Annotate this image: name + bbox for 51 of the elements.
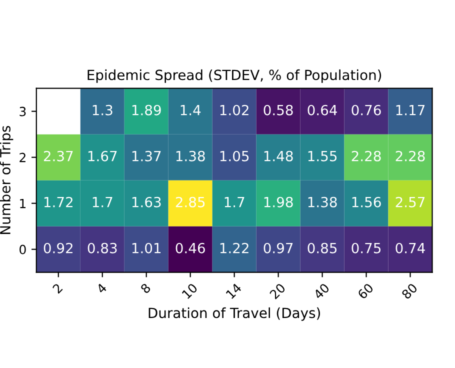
data-label: 0.75 xyxy=(352,242,381,254)
data-label: 1.7 xyxy=(224,197,244,208)
x-tick-label: 60 xyxy=(357,282,374,300)
data-label: 1.67 xyxy=(88,150,117,162)
x-tick-label: 2 xyxy=(52,283,63,294)
y-tick-label: 1 xyxy=(20,198,26,208)
y-axis-title: Number of Trips xyxy=(0,126,14,234)
data-label: 0.76 xyxy=(352,104,381,116)
data-label: 0.83 xyxy=(88,242,117,254)
data-label: 1.55 xyxy=(308,151,337,162)
data-label: 1.3 xyxy=(92,104,112,116)
data-label: 2.85 xyxy=(176,196,205,208)
data-label: 0.85 xyxy=(308,242,337,254)
data-label: 1.72 xyxy=(44,196,72,208)
data-label: 1.98 xyxy=(264,196,293,208)
data-label: 1.56 xyxy=(352,196,381,208)
data-label: 1.7 xyxy=(92,197,112,208)
x-tick-label: 20 xyxy=(269,282,286,300)
x-tick-label: 8 xyxy=(140,282,152,294)
data-label: 0.46 xyxy=(176,242,205,254)
data-label: 1.89 xyxy=(132,104,161,116)
data-label: 0.64 xyxy=(308,104,337,116)
data-label: 0.58 xyxy=(264,104,293,116)
x-tick-label: 40 xyxy=(312,282,330,300)
data-label: 1.38 xyxy=(308,196,337,208)
data-label: 2.28 xyxy=(352,150,381,162)
data-label: 0.92 xyxy=(44,242,72,254)
x-axis-title: Duration of Travel (Days) xyxy=(148,307,320,321)
x-tick-label: 10 xyxy=(182,282,198,300)
data-label: 0.97 xyxy=(264,242,293,254)
y-tick-label: 0 xyxy=(20,244,26,254)
data-label: 2.37 xyxy=(44,150,73,162)
data-label: 2.28 xyxy=(396,150,425,162)
data-label: 1.05 xyxy=(220,150,249,162)
data-label: 1.17 xyxy=(396,105,425,116)
data-label: 1.22 xyxy=(220,242,248,254)
x-tick-label: 14 xyxy=(226,282,242,300)
data-label: 1.48 xyxy=(264,150,293,162)
y-tick-label: 2 xyxy=(20,152,26,162)
data-label: 2.57 xyxy=(396,196,425,208)
chart-title: Epidemic Spread (STDEV, % of Population) xyxy=(88,69,382,83)
x-tick-label: 80 xyxy=(401,282,418,300)
data-label: 0.74 xyxy=(396,242,425,254)
y-tick-label: 3 xyxy=(20,106,26,116)
data-label: 1.01 xyxy=(132,242,161,254)
x-tick-label: 4 xyxy=(96,282,108,294)
data-label: 1.02 xyxy=(220,104,248,116)
data-label: 1.38 xyxy=(176,150,205,162)
data-label: 1.63 xyxy=(132,196,161,208)
data-label: 1.4 xyxy=(180,105,201,116)
data-label: 1.37 xyxy=(132,150,161,162)
